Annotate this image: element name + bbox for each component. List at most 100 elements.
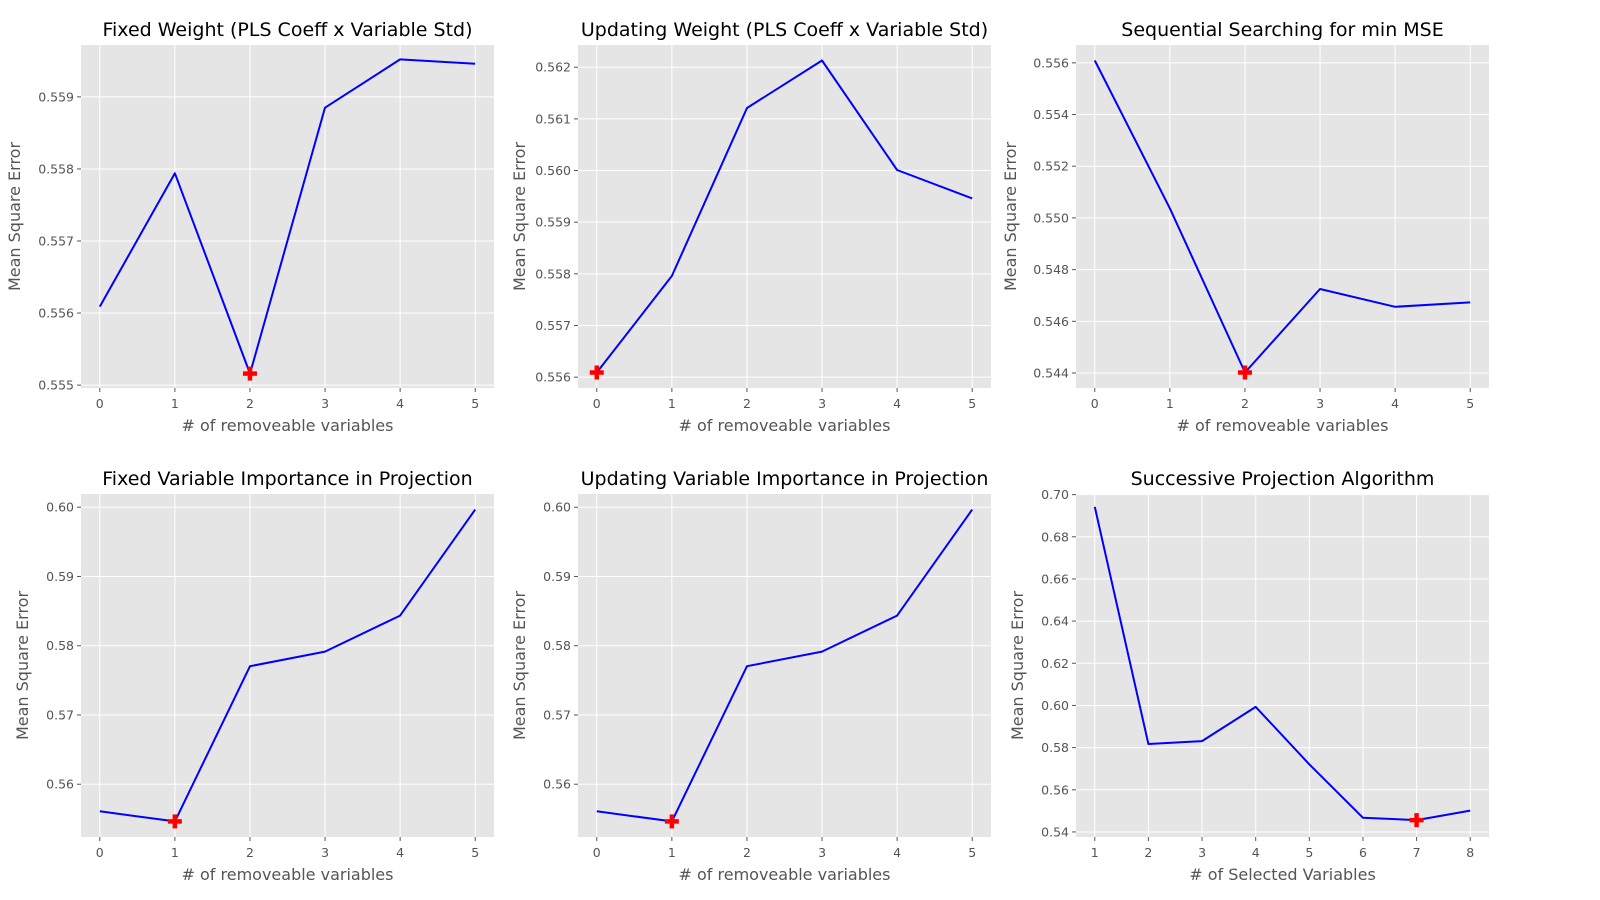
x-tick-label: 0: [593, 845, 601, 860]
plot-area: [578, 494, 991, 837]
series-line: [596, 59, 973, 374]
plot-area: [81, 494, 494, 837]
x-tick-label: 1: [171, 845, 179, 860]
y-tick-label: 0.548: [1033, 262, 1069, 277]
y-tick-label: 0.60: [46, 500, 74, 515]
y-tick-label: 0.57: [46, 707, 74, 722]
y-tick-label: 0.54: [1041, 824, 1069, 839]
x-tick-label: 5: [968, 396, 976, 411]
x-tick-label: 1: [1091, 845, 1099, 860]
x-tick-label: 4: [396, 845, 404, 860]
y-tick-label: 0.556: [1033, 55, 1069, 70]
y-tick-label: 0.66: [1041, 571, 1069, 586]
min-marker: [1409, 813, 1424, 828]
x-tick-label: 3: [818, 396, 826, 411]
plot-area: [1076, 45, 1489, 388]
x-tick-label: 4: [893, 396, 901, 411]
chart-panel-1: 0 1 2 3 4 5 0.555 0.556 0.557 0.558 0.559 Fixed Wei…: [5, 19, 494, 435]
y-tick-label: 0.559: [38, 89, 74, 104]
x-tick-label: 0: [96, 845, 104, 860]
y-axis-label: Mean Square Error: [510, 591, 529, 741]
x-tick-label: 4: [893, 845, 901, 860]
y-tick-label: 0.546: [1033, 314, 1069, 329]
chart-panel-2: 0 1 2 3 4 5 0.556 0.557 0.558 0.559 0.560 0.561 0.56…: [510, 19, 991, 435]
x-tick-label: 1: [668, 396, 676, 411]
x-axis-label: # of removeable variables: [1177, 416, 1389, 435]
chart-title: Updating Weight (PLS Coeff x Variable St…: [581, 19, 988, 41]
x-axis-label: # of removeable variables: [182, 865, 394, 884]
x-tick-label: 3: [818, 845, 826, 860]
x-tick-label: 3: [1316, 396, 1324, 411]
y-tick-label: 0.558: [38, 161, 74, 176]
chart-panel-4: 0 1 2 3 4 5 0.56 0.57 0.58 0.59 0.60 Fixed Variable…: [13, 468, 494, 884]
y-tick-label: 0.59: [543, 569, 571, 584]
x-tick-label: 3: [321, 396, 329, 411]
min-marker: [242, 366, 257, 381]
y-tick-label: 0.556: [38, 306, 74, 321]
y-tick-label: 0.70: [1041, 487, 1069, 502]
min-marker: [664, 814, 679, 829]
x-tick-label: 5: [471, 396, 479, 411]
x-tick-label: 1: [171, 396, 179, 411]
x-tick-label: 4: [1391, 396, 1399, 411]
x-tick-label: 7: [1413, 845, 1421, 860]
y-tick-label: 0.554: [1033, 107, 1069, 122]
chart-title: Fixed Weight (PLS Coeff x Variable Std): [102, 19, 472, 41]
y-tick-label: 0.558: [535, 266, 571, 281]
y-axis-label: Mean Square Error: [1001, 142, 1020, 292]
y-tick-label: 0.557: [535, 318, 571, 333]
x-axis-label: # of removeable variables: [679, 416, 891, 435]
x-tick-label: 4: [1252, 845, 1260, 860]
x-tick-label: 2: [246, 396, 254, 411]
y-tick-label: 0.68: [1041, 529, 1069, 544]
y-tick-label: 0.60: [543, 500, 571, 515]
y-tick-label: 0.562: [535, 60, 571, 75]
y-tick-label: 0.561: [535, 111, 571, 126]
y-tick-label: 0.58: [46, 638, 74, 653]
y-axis-label: Mean Square Error: [510, 142, 529, 292]
y-tick-label: 0.56: [46, 777, 74, 792]
x-tick-label: 5: [1466, 396, 1474, 411]
y-tick-label: 0.552: [1033, 159, 1069, 174]
y-tick-label: 0.556: [535, 370, 571, 385]
x-tick-label: 0: [593, 396, 601, 411]
chart-title: Sequential Searching for min MSE: [1121, 19, 1443, 41]
y-tick-label: 0.544: [1033, 366, 1069, 381]
x-tick-label: 8: [1466, 845, 1474, 860]
chart-panel-5: 0 1 2 3 4 5 0.56 0.57 0.58 0.59 0.60 Updating Varia…: [510, 468, 991, 884]
x-axis-label: # of removeable variables: [679, 865, 891, 884]
chart-panel-3: 0 1 2 3 4 5 0.544 0.546 0.548 0.550 0.552 0.554 0.55…: [1001, 19, 1489, 435]
y-tick-label: 0.58: [1041, 740, 1069, 755]
x-tick-label: 5: [471, 845, 479, 860]
x-axis-label: # of removeable variables: [182, 416, 394, 435]
x-tick-label: 4: [396, 396, 404, 411]
plot-area: [578, 45, 991, 388]
y-tick-label: 0.62: [1041, 656, 1069, 671]
series-line: [1093, 506, 1471, 822]
chart-title: Successive Projection Algorithm: [1131, 468, 1435, 490]
chart-title: Updating Variable Importance in Projecti…: [581, 468, 989, 490]
x-tick-label: 5: [1305, 845, 1313, 860]
x-tick-label: 1: [668, 845, 676, 860]
y-axis-label: Mean Square Error: [5, 142, 24, 292]
series-line: [596, 509, 974, 823]
x-tick-label: 1: [1166, 396, 1174, 411]
chart-title: Fixed Variable Importance in Projection: [102, 468, 472, 490]
x-tick-label: 2: [246, 845, 254, 860]
series-line: [1093, 60, 1471, 374]
y-axis-label: Mean Square Error: [13, 591, 32, 741]
x-tick-label: 3: [321, 845, 329, 860]
x-tick-label: 0: [96, 396, 104, 411]
y-tick-label: 0.555: [38, 378, 74, 393]
min-marker: [167, 814, 182, 829]
y-axis-label: Mean Square Error: [1008, 591, 1027, 741]
y-tick-label: 0.59: [46, 569, 74, 584]
x-tick-label: 2: [1144, 845, 1152, 860]
x-tick-label: 6: [1359, 845, 1367, 860]
x-tick-label: 2: [1241, 396, 1249, 411]
plot-area: [1076, 494, 1489, 837]
y-tick-label: 0.57: [543, 707, 571, 722]
y-tick-label: 0.58: [543, 638, 571, 653]
min-marker: [589, 365, 604, 380]
